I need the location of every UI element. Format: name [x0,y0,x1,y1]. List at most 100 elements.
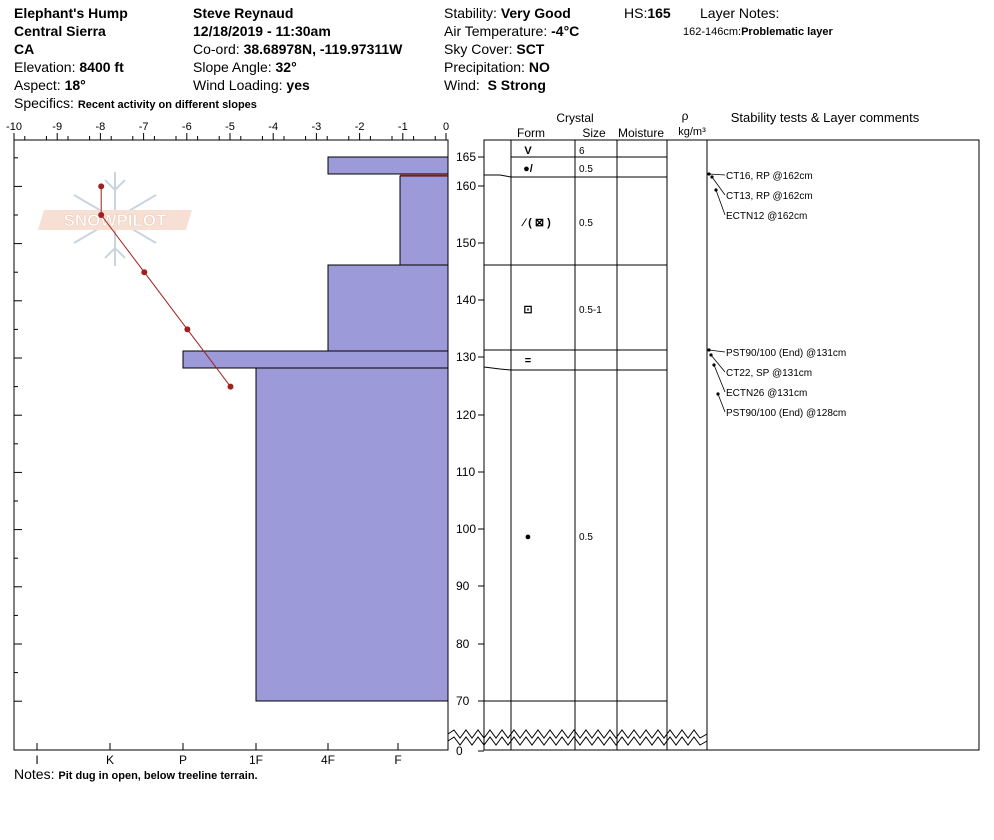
stability-test: PST90/100 (End) @128cm [726,408,846,419]
form-header: Form [517,126,545,140]
crystal-header: Crystal [556,111,593,125]
temp-tick-label: -10 [6,121,22,133]
stability-test: CT16, RP @162cm [726,171,813,182]
air-temp-field: Air Temperature: -4°C [444,23,580,39]
test-arrow-head [716,392,720,396]
depth-label: 140 [456,293,476,307]
axis-break-top [447,729,708,739]
temp-tick-label: -1 [398,121,408,133]
temp-tick-label: -4 [268,121,278,133]
slope-field: Slope Angle: 32° [193,59,297,75]
wind-field: Wind: S Strong [444,77,546,93]
crystal-size: 0.5 [579,164,593,175]
hs-field: HS:165 [624,5,671,21]
depth-ticks-left [14,157,22,702]
test-arrow [708,349,726,353]
tests-header: Stability tests & Layer comments [731,110,920,125]
stability-test: ECTN12 @162cm [726,211,807,222]
state-name: CA [14,41,35,57]
specifics-field: Specifics: Recent activity on different … [14,95,257,111]
depth-label: 80 [456,637,470,651]
crystal-size: 0.5 [579,532,593,543]
depth-label: 150 [456,236,476,250]
moisture-header: Moisture [618,126,664,140]
stability-field: Stability: Very Good [444,5,571,21]
depth-label: 130 [456,350,476,364]
hardness-tick-label: F [394,753,401,767]
crystal-size: 6 [579,146,585,157]
depth-axis: 165 160 150 140 130 120 110 100 90 80 70 0 [456,140,485,758]
layer-bar [255,367,449,702]
crystal-form-symbol: ●/ [523,163,533,175]
range-name: Central Sierra [14,23,106,39]
crystal-form-symbol: ⊡ [523,304,532,316]
temp-tick-label: -3 [312,121,322,133]
test-arrow-head [712,363,716,367]
hardness-tick-label: P [179,753,187,767]
temp-tick-label: -9 [52,121,62,133]
stability-test: CT22, SP @131cm [726,368,812,379]
location-name: Elephant's Hump [14,5,128,21]
crystal-form-symbol: V [524,145,532,157]
depth-label: 90 [456,579,470,593]
depth-label: 160 [456,179,476,193]
temp-tick-label: -6 [182,121,192,133]
layer-bar [182,350,449,369]
depth-label: 110 [456,465,475,479]
test-arrow-head [714,188,718,192]
test-arrow [717,393,726,413]
temp-tick-label: -5 [225,121,235,133]
temp-tick-label: -2 [355,121,365,133]
test-arrow [711,176,726,196]
temp-point [141,269,148,276]
layer-note: 162-146cm:Problematic layer [683,26,833,38]
temp-point [184,326,191,333]
test-arrow-head [710,175,714,179]
hardness-layers [182,156,449,702]
observer-name: Steve Reynaud [193,5,294,21]
connector [484,174,512,178]
layer-bar [399,175,449,266]
layer-notes-label: Layer Notes: [700,5,780,21]
snowpilot-watermark: SNOWPILOT [38,172,192,266]
layer-bar [327,156,449,175]
crystal-table: Crystal Form Size Moisture ρ kg/m³ Stabi… [447,109,980,751]
temperature-axis: -10 -9 -8 -7 -6 -5 -4 -3 -2 -1 0 [6,121,449,141]
connector [483,366,512,371]
temp-point [98,183,105,190]
test-arrow [715,189,726,216]
crystal-form-symbol: = [525,355,531,367]
test-arrow [713,364,726,393]
density-unit: kg/m³ [678,126,706,138]
density-header: ρ [682,109,689,123]
temp-point [98,212,105,218]
temp-point [227,383,234,390]
coord-field: Co-ord: 38.68978N, -119.97311W [193,41,403,57]
datetime: 12/18/2019 - 11:30am [193,23,331,39]
layer-bar [327,264,449,352]
wind-loading-field: Wind Loading: yes [193,77,310,93]
hardness-tick-label: 1F [249,753,263,767]
stability-test: ECTN26 @131cm [726,388,807,399]
temperature-profile [98,183,234,390]
test-arrow [710,354,726,373]
crystal-form-symbol: ⁄ ( ⊠ ) [520,217,551,229]
depth-label: 0 [456,744,463,758]
crystal-form-symbol: ● [525,531,532,543]
size-header: Size [582,126,606,140]
test-arrow-head [709,353,713,357]
crystal-table-frame [483,139,980,751]
aspect-field: Aspect: 18° [14,77,86,93]
crystal-size: 0.5 [579,218,593,229]
elevation-field: Elevation: 8400 ft [14,59,124,75]
precip-field: Precipitation: NO [444,59,550,75]
hardness-tick-label: 4F [321,753,335,767]
axis-break-bottom [447,736,708,746]
hardness-tick-label: K [106,753,114,767]
stability-tests: CT16, RP @162cm CT13, RP @162cm ECTN12 @16… [707,171,846,419]
temp-tick-label: 0 [443,121,449,133]
watermark-text: SNOWPILOT [64,211,168,230]
temp-tick-label: -8 [96,121,106,133]
hardness-axis: I K P 1F 4F F [35,743,402,767]
